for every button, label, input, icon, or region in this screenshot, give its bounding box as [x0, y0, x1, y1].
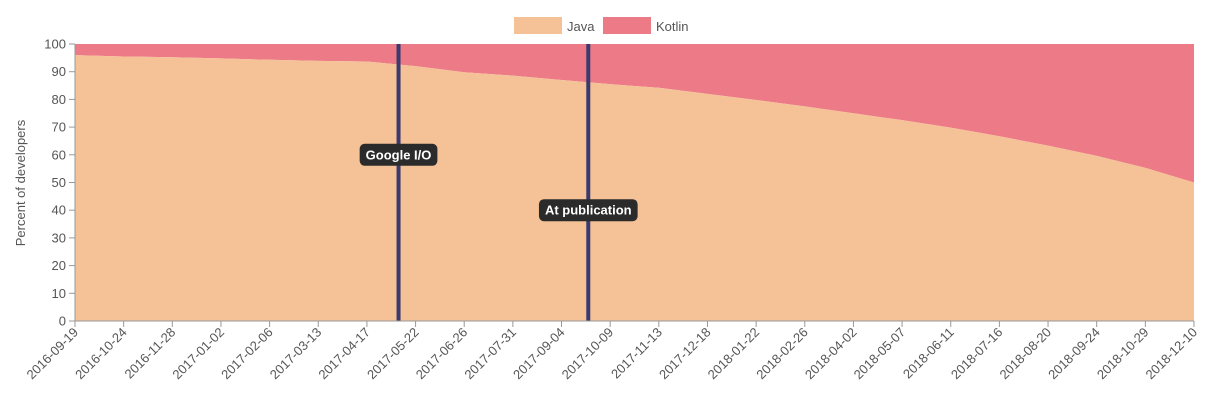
y-tick-label: 60 — [52, 147, 66, 162]
annotation-label: At publication — [545, 203, 632, 218]
x-tick-label: 2017-12-18 — [656, 325, 714, 383]
x-tick-label: 2018-02-26 — [753, 325, 811, 383]
y-tick-label: 10 — [52, 286, 66, 301]
y-tick-label: 50 — [52, 175, 66, 190]
x-tick-label: 2017-07-31 — [461, 325, 519, 383]
x-tick-label: 2018-10-29 — [1094, 325, 1152, 383]
y-tick-label: 80 — [52, 92, 66, 107]
legend-swatch-java — [514, 17, 562, 34]
x-axis: 2016-09-192016-10-242016-11-282017-01-02… — [23, 320, 1200, 383]
x-tick-label: 2018-12-10 — [1142, 325, 1200, 383]
legend-label-kotlin: Kotlin — [656, 19, 689, 34]
x-tick-label: 2017-02-06 — [218, 325, 276, 383]
x-tick-label: 2018-07-16 — [948, 325, 1006, 383]
area-kotlin — [75, 44, 1194, 183]
y-tick-label: 40 — [52, 203, 66, 218]
y-tick-label: 20 — [52, 258, 66, 273]
y-tick-label: 90 — [52, 64, 66, 79]
y-tick-label: 0 — [59, 314, 66, 329]
annotation-label-box — [538, 199, 638, 222]
y-axis: 0 10 20 30 40 50 60 70 80 90 100 — [44, 37, 76, 329]
legend-swatch-kotlin — [603, 17, 651, 34]
x-tick-label: 2017-06-26 — [413, 325, 471, 383]
x-tick-label: 2016-10-24 — [72, 325, 130, 383]
legend: Java Kotlin — [514, 17, 689, 34]
annotations: Google I/O At publication — [359, 44, 638, 321]
x-tick-label: 2017-01-02 — [169, 325, 227, 383]
plot-areas — [75, 44, 1194, 321]
x-tick-label: 2017-10-09 — [559, 325, 617, 383]
y-tick-label: 70 — [52, 120, 66, 135]
y-tick-label: 100 — [44, 37, 66, 52]
x-tick-label: 2017-05-22 — [364, 325, 422, 383]
x-tick-label: 2017-03-13 — [267, 325, 325, 383]
x-tick-label: 2017-04-17 — [315, 325, 373, 383]
x-tick-label: 2018-05-07 — [851, 325, 909, 383]
y-axis-title: Percent of developers — [13, 119, 28, 246]
annotation-label: Google I/O — [366, 147, 432, 162]
y-tick-label: 30 — [52, 230, 66, 245]
x-tick-label: 2017-09-04 — [510, 325, 568, 383]
legend-label-java: Java — [567, 19, 595, 34]
x-tick-label: 2018-08-20 — [997, 325, 1055, 383]
x-tick-label: 2018-09-24 — [1045, 325, 1103, 383]
annotation-label-box — [359, 143, 438, 166]
x-tick-label: 2018-01-22 — [705, 325, 763, 383]
area-java — [75, 55, 1194, 321]
x-tick-label: 2018-04-02 — [802, 325, 860, 383]
x-tick-label: 2016-09-19 — [23, 325, 81, 383]
